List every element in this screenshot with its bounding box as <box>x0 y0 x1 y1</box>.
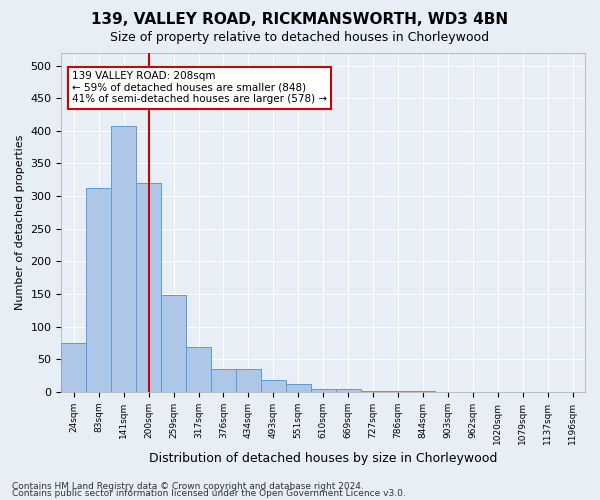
Text: Contains public sector information licensed under the Open Government Licence v3: Contains public sector information licen… <box>12 490 406 498</box>
Bar <box>86 188 111 392</box>
Bar <box>261 380 286 392</box>
X-axis label: Distribution of detached houses by size in Chorleywood: Distribution of detached houses by size … <box>149 452 497 465</box>
Bar <box>311 388 335 392</box>
Bar <box>161 295 186 392</box>
Text: 139, VALLEY ROAD, RICKMANSWORTH, WD3 4BN: 139, VALLEY ROAD, RICKMANSWORTH, WD3 4BN <box>91 12 509 28</box>
Bar <box>361 390 386 392</box>
Bar <box>211 369 236 392</box>
Bar <box>410 391 436 392</box>
Bar <box>335 388 361 392</box>
Text: Contains HM Land Registry data © Crown copyright and database right 2024.: Contains HM Land Registry data © Crown c… <box>12 482 364 491</box>
Text: 139 VALLEY ROAD: 208sqm
← 59% of detached houses are smaller (848)
41% of semi-d: 139 VALLEY ROAD: 208sqm ← 59% of detache… <box>72 71 327 104</box>
Text: Size of property relative to detached houses in Chorleywood: Size of property relative to detached ho… <box>110 31 490 44</box>
Bar <box>386 390 410 392</box>
Bar <box>61 343 86 392</box>
Bar <box>236 369 261 392</box>
Bar <box>136 183 161 392</box>
Y-axis label: Number of detached properties: Number of detached properties <box>15 134 25 310</box>
Bar <box>111 126 136 392</box>
Bar <box>286 384 311 392</box>
Bar <box>186 348 211 392</box>
